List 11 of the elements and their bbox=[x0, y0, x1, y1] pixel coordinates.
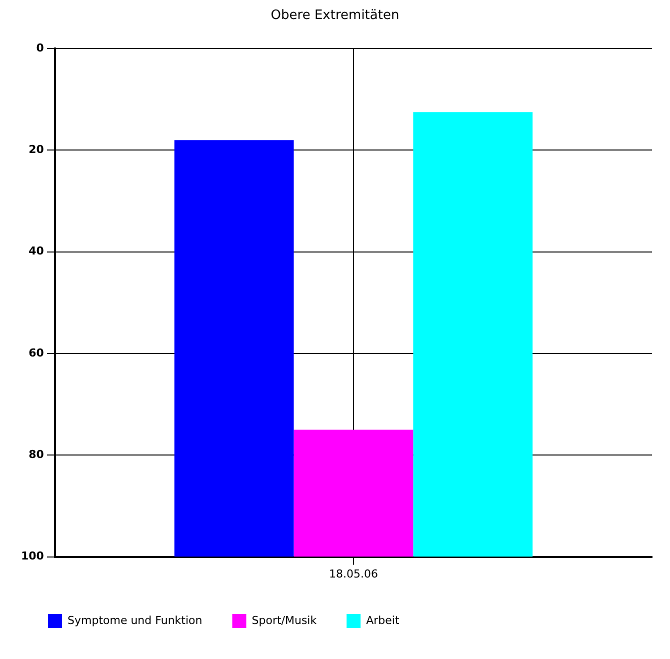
chart-title: Obere Extremitäten bbox=[270, 8, 400, 24]
y-tick-label: 20 bbox=[28, 143, 44, 156]
y-tick-label: 0 bbox=[36, 41, 44, 54]
y-tick-label: 40 bbox=[28, 244, 44, 258]
y-tick-label: 60 bbox=[28, 346, 44, 360]
legend-label: Arbeit bbox=[366, 614, 400, 627]
x-tick-label: 18.05.06 bbox=[328, 567, 378, 580]
y-tick-label: 100 bbox=[20, 550, 44, 563]
legend-label: Sport/Musik bbox=[252, 614, 318, 627]
legend-label: Symptome und Funktion bbox=[68, 614, 202, 627]
y-tick-label: 80 bbox=[28, 448, 44, 462]
